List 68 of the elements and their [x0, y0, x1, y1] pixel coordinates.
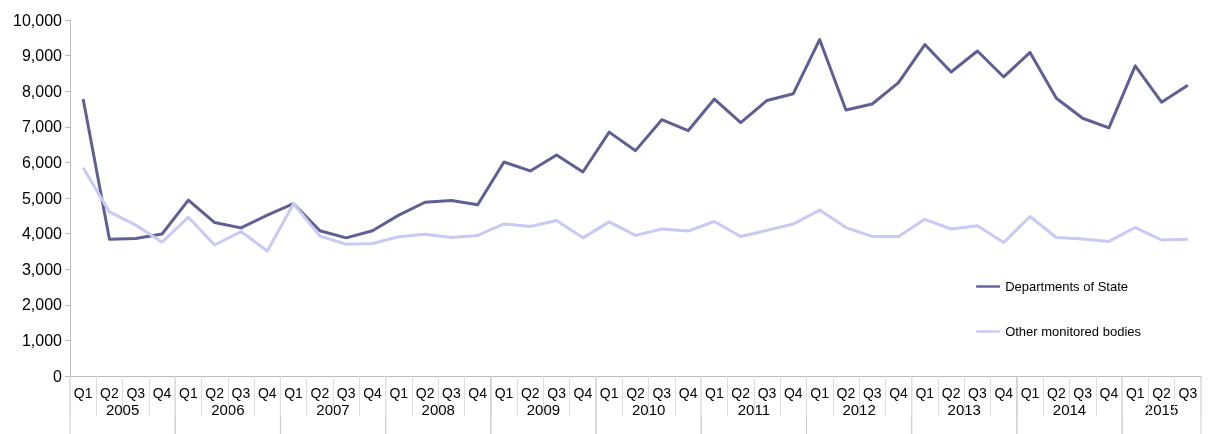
x-tick-label: Q4	[994, 385, 1014, 401]
y-tick-label: 4,000	[21, 225, 63, 243]
x-tick-label: Q3	[336, 385, 356, 401]
x-tick-label: Q3	[652, 385, 672, 401]
x-tick-label: Q3	[1178, 385, 1198, 401]
x-tick-label: Q1	[389, 385, 409, 401]
y-tick-label: 2,000	[21, 296, 63, 314]
x-tick-label: Q3	[231, 385, 251, 401]
text: 2006	[211, 401, 245, 418]
x-tick-label: Q1	[179, 385, 198, 401]
line-series	[81, 38, 1190, 241]
y-tick-label: 6,000	[21, 153, 63, 171]
y-tick-label: 7,000	[21, 118, 63, 136]
x-tick-label: Q3	[862, 385, 882, 401]
x-tick-label: Q1	[810, 385, 830, 401]
text: 2011	[737, 401, 770, 418]
x-tick-label: Q1	[705, 385, 724, 401]
y-tick-label: 10,000	[13, 11, 63, 29]
x-tick-label: Q4	[783, 385, 803, 401]
text: 2013	[947, 401, 981, 418]
x-tick-label: Q4	[1099, 385, 1119, 401]
x-tick-label: Q2	[836, 385, 856, 401]
x-tick-label: Q1	[284, 385, 304, 401]
y-tick-label: 8,000	[21, 82, 63, 100]
x-tick-label: Q1	[1125, 385, 1145, 401]
text: 2005	[105, 401, 140, 418]
x-tick-label: Q2	[415, 385, 435, 401]
x-tick-label: Q4	[468, 385, 488, 401]
x-tick-label: Q4	[573, 385, 593, 401]
text: 2007	[316, 401, 350, 418]
x-tick-label: Q4	[363, 385, 383, 401]
x-tick-label: Q4	[257, 385, 277, 401]
x-tick-label: Q2	[941, 385, 961, 401]
y-tick-label: 3,000	[21, 260, 63, 278]
x-tick-label: Q2	[1152, 385, 1172, 401]
x-tick-label: Q3	[757, 385, 777, 401]
x-tick-label: Q2	[205, 385, 225, 401]
x-tick-label: Q2	[1046, 385, 1066, 401]
text: 2008	[421, 401, 455, 418]
text: 2009	[526, 401, 561, 418]
text: 2012	[842, 401, 876, 418]
line-series	[81, 166, 1190, 253]
x-tick-label: Q1	[599, 385, 619, 401]
legend-label: Other monitored bodies	[1005, 324, 1142, 339]
x-tick-label: Q1	[73, 385, 93, 401]
x-tick-label: Q3	[968, 385, 987, 401]
x-tick-label: Q4	[678, 385, 698, 401]
y-tick-label: 1,000	[21, 331, 63, 349]
y-tick-label: 0	[53, 367, 63, 385]
x-tick-label: Q1	[494, 385, 514, 401]
x-tick-label: Q2	[520, 385, 540, 401]
x-tick-label: Q2	[731, 385, 751, 401]
x-tick-label: Q2	[100, 385, 119, 401]
x-tick-label: Q3	[547, 385, 567, 401]
x-tick-label: Q1	[915, 385, 935, 401]
x-tick-label: Q3	[442, 385, 461, 401]
x-tick-label: Q3	[1073, 385, 1093, 401]
x-tick-label: Q4	[152, 385, 172, 401]
x-tick-label: Q2	[310, 385, 330, 401]
legend-label: Departments of State	[1005, 279, 1128, 294]
x-tick-label: Q3	[126, 385, 146, 401]
text: 2014	[1052, 401, 1087, 418]
x-tick-label: Q1	[1020, 385, 1040, 401]
x-tick-label: Q2	[626, 385, 646, 401]
y-tick-label: 9,000	[21, 47, 63, 65]
y-tick-label: 5,000	[21, 189, 63, 207]
x-tick-label: Q4	[889, 385, 909, 401]
text: 2010	[631, 401, 666, 418]
